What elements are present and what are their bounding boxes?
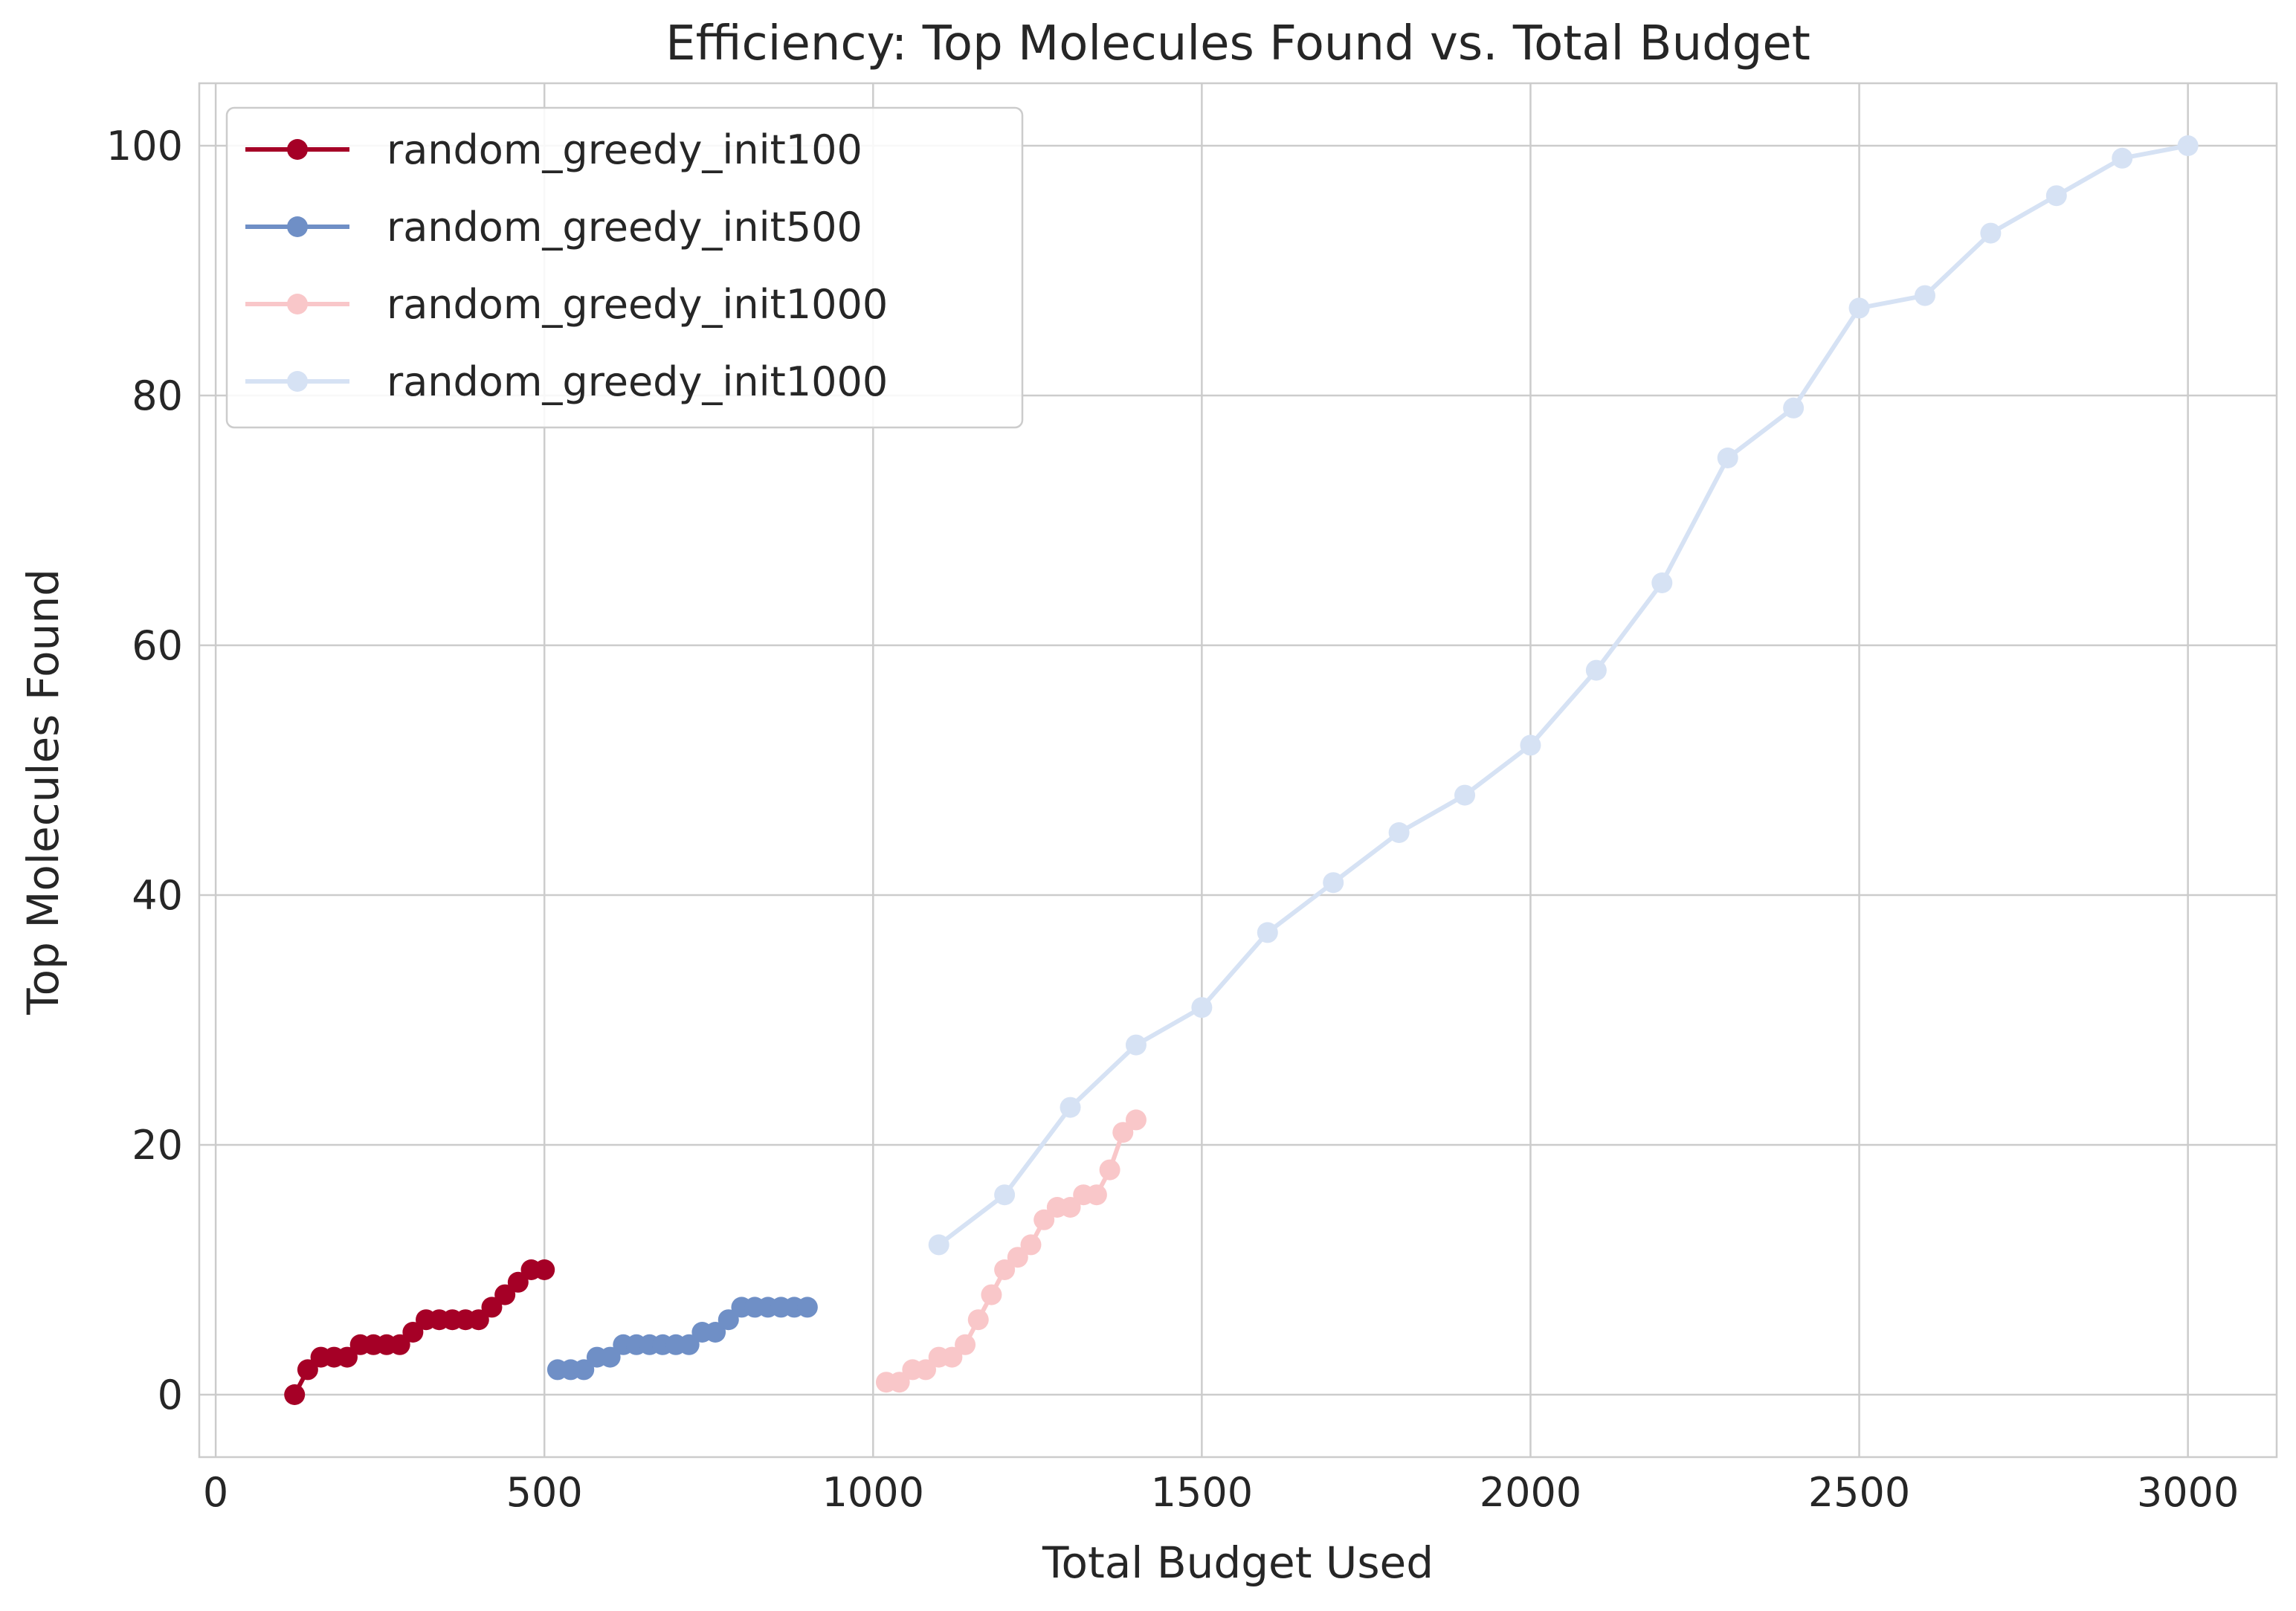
y-tick-label: 80 [132,372,183,419]
data-point [402,1322,424,1343]
data-point [1454,784,1476,806]
x-axis-label: Total Budget Used [1042,1537,1434,1588]
y-tick-label: 60 [132,622,183,669]
y-axis-label: Top Molecules Found [18,569,68,1016]
legend: random_greedy_init100 random_greedy_init5… [225,106,1024,429]
y-tick-label: 100 [106,123,183,170]
data-point [1717,448,1738,468]
data-point [1060,1097,1081,1118]
data-point [1033,1209,1055,1230]
legend-label: random_greedy_init100 [387,126,862,173]
data-point [796,1297,818,1318]
data-point [573,1359,595,1381]
x-tick-label: 1000 [822,1469,924,1516]
data-point [336,1346,358,1368]
series-2 [546,1297,818,1381]
data-point [494,1284,516,1305]
data-point [1980,222,2002,244]
x-tick-label: 3000 [2137,1469,2239,1516]
plot-frame [198,82,2278,1459]
data-point [389,1334,410,1355]
data-point [1848,297,1870,319]
data-point [889,1372,910,1393]
data-point [1191,997,1213,1018]
legend-swatch-marker [287,139,308,160]
y-tick-label: 20 [132,1122,183,1169]
series-layer [284,135,2199,1405]
legend-swatch-marker [287,294,308,314]
data-point [468,1309,489,1331]
series-4 [928,135,2199,1256]
data-point [2045,185,2067,207]
legend-swatch-marker [287,216,308,237]
series-line [936,143,2190,1247]
legend-item: random_greedy_init500 [245,204,862,251]
data-point [1112,1122,1134,1143]
legend-item: random_greedy_init100 [245,126,862,173]
data-point [928,1234,949,1256]
data-point [1783,397,1805,419]
x-tick-label: 500 [506,1469,583,1516]
data-point [1020,1234,1042,1256]
data-point [967,1309,989,1331]
data-point [981,1284,1002,1305]
series-3 [875,1109,1147,1393]
data-point [1520,735,1541,756]
x-tick-label: 2500 [1808,1469,1910,1516]
data-point [1086,1184,1107,1206]
data-point [1914,285,1935,306]
data-point [941,1346,963,1368]
data-point [718,1309,739,1331]
x-tick-label: 1500 [1151,1469,1253,1516]
legend-item: random_greedy_init1000 [245,281,888,328]
legend-label: random_greedy_init1000 [387,358,888,405]
series-1 [284,1259,555,1405]
data-point [678,1334,700,1355]
data-point [1125,1109,1147,1131]
data-point [507,1271,529,1293]
legend-item: random_greedy_init1000 [245,358,888,405]
data-point [2177,135,2199,156]
data-point [955,1334,976,1355]
data-point [1388,822,1410,843]
data-point [1060,1197,1081,1218]
data-point [297,1359,318,1381]
data-point [994,1184,1016,1206]
data-point [1323,872,1344,894]
data-point [534,1259,555,1280]
tick-labels: 0 500 1000 1500 2000 2500 3000 0 20 40 60 80 100 [106,123,2239,1516]
y-tick-label: 0 [158,1372,183,1418]
legend-label: random_greedy_init500 [387,204,862,251]
data-point [2112,147,2133,169]
data-point [1125,1034,1147,1056]
legend-swatch-marker [287,371,308,392]
x-tick-label: 2000 [1480,1469,1581,1516]
x-tick-label: 0 [203,1469,228,1516]
data-point [284,1384,306,1405]
y-tick-label: 40 [132,872,183,919]
data-point [994,1259,1016,1280]
data-point [1007,1247,1028,1268]
legend-box [225,106,1024,429]
data-point [599,1346,621,1368]
data-point [1257,922,1278,943]
chart-title: Efficiency: Top Molecules Found vs. Tota… [665,16,1810,71]
data-point [481,1297,503,1318]
data-point [915,1359,937,1381]
legend-label: random_greedy_init1000 [387,281,888,328]
data-point [1651,572,1673,593]
data-point [705,1322,726,1343]
data-point [1099,1159,1120,1181]
data-point [1585,659,1607,681]
